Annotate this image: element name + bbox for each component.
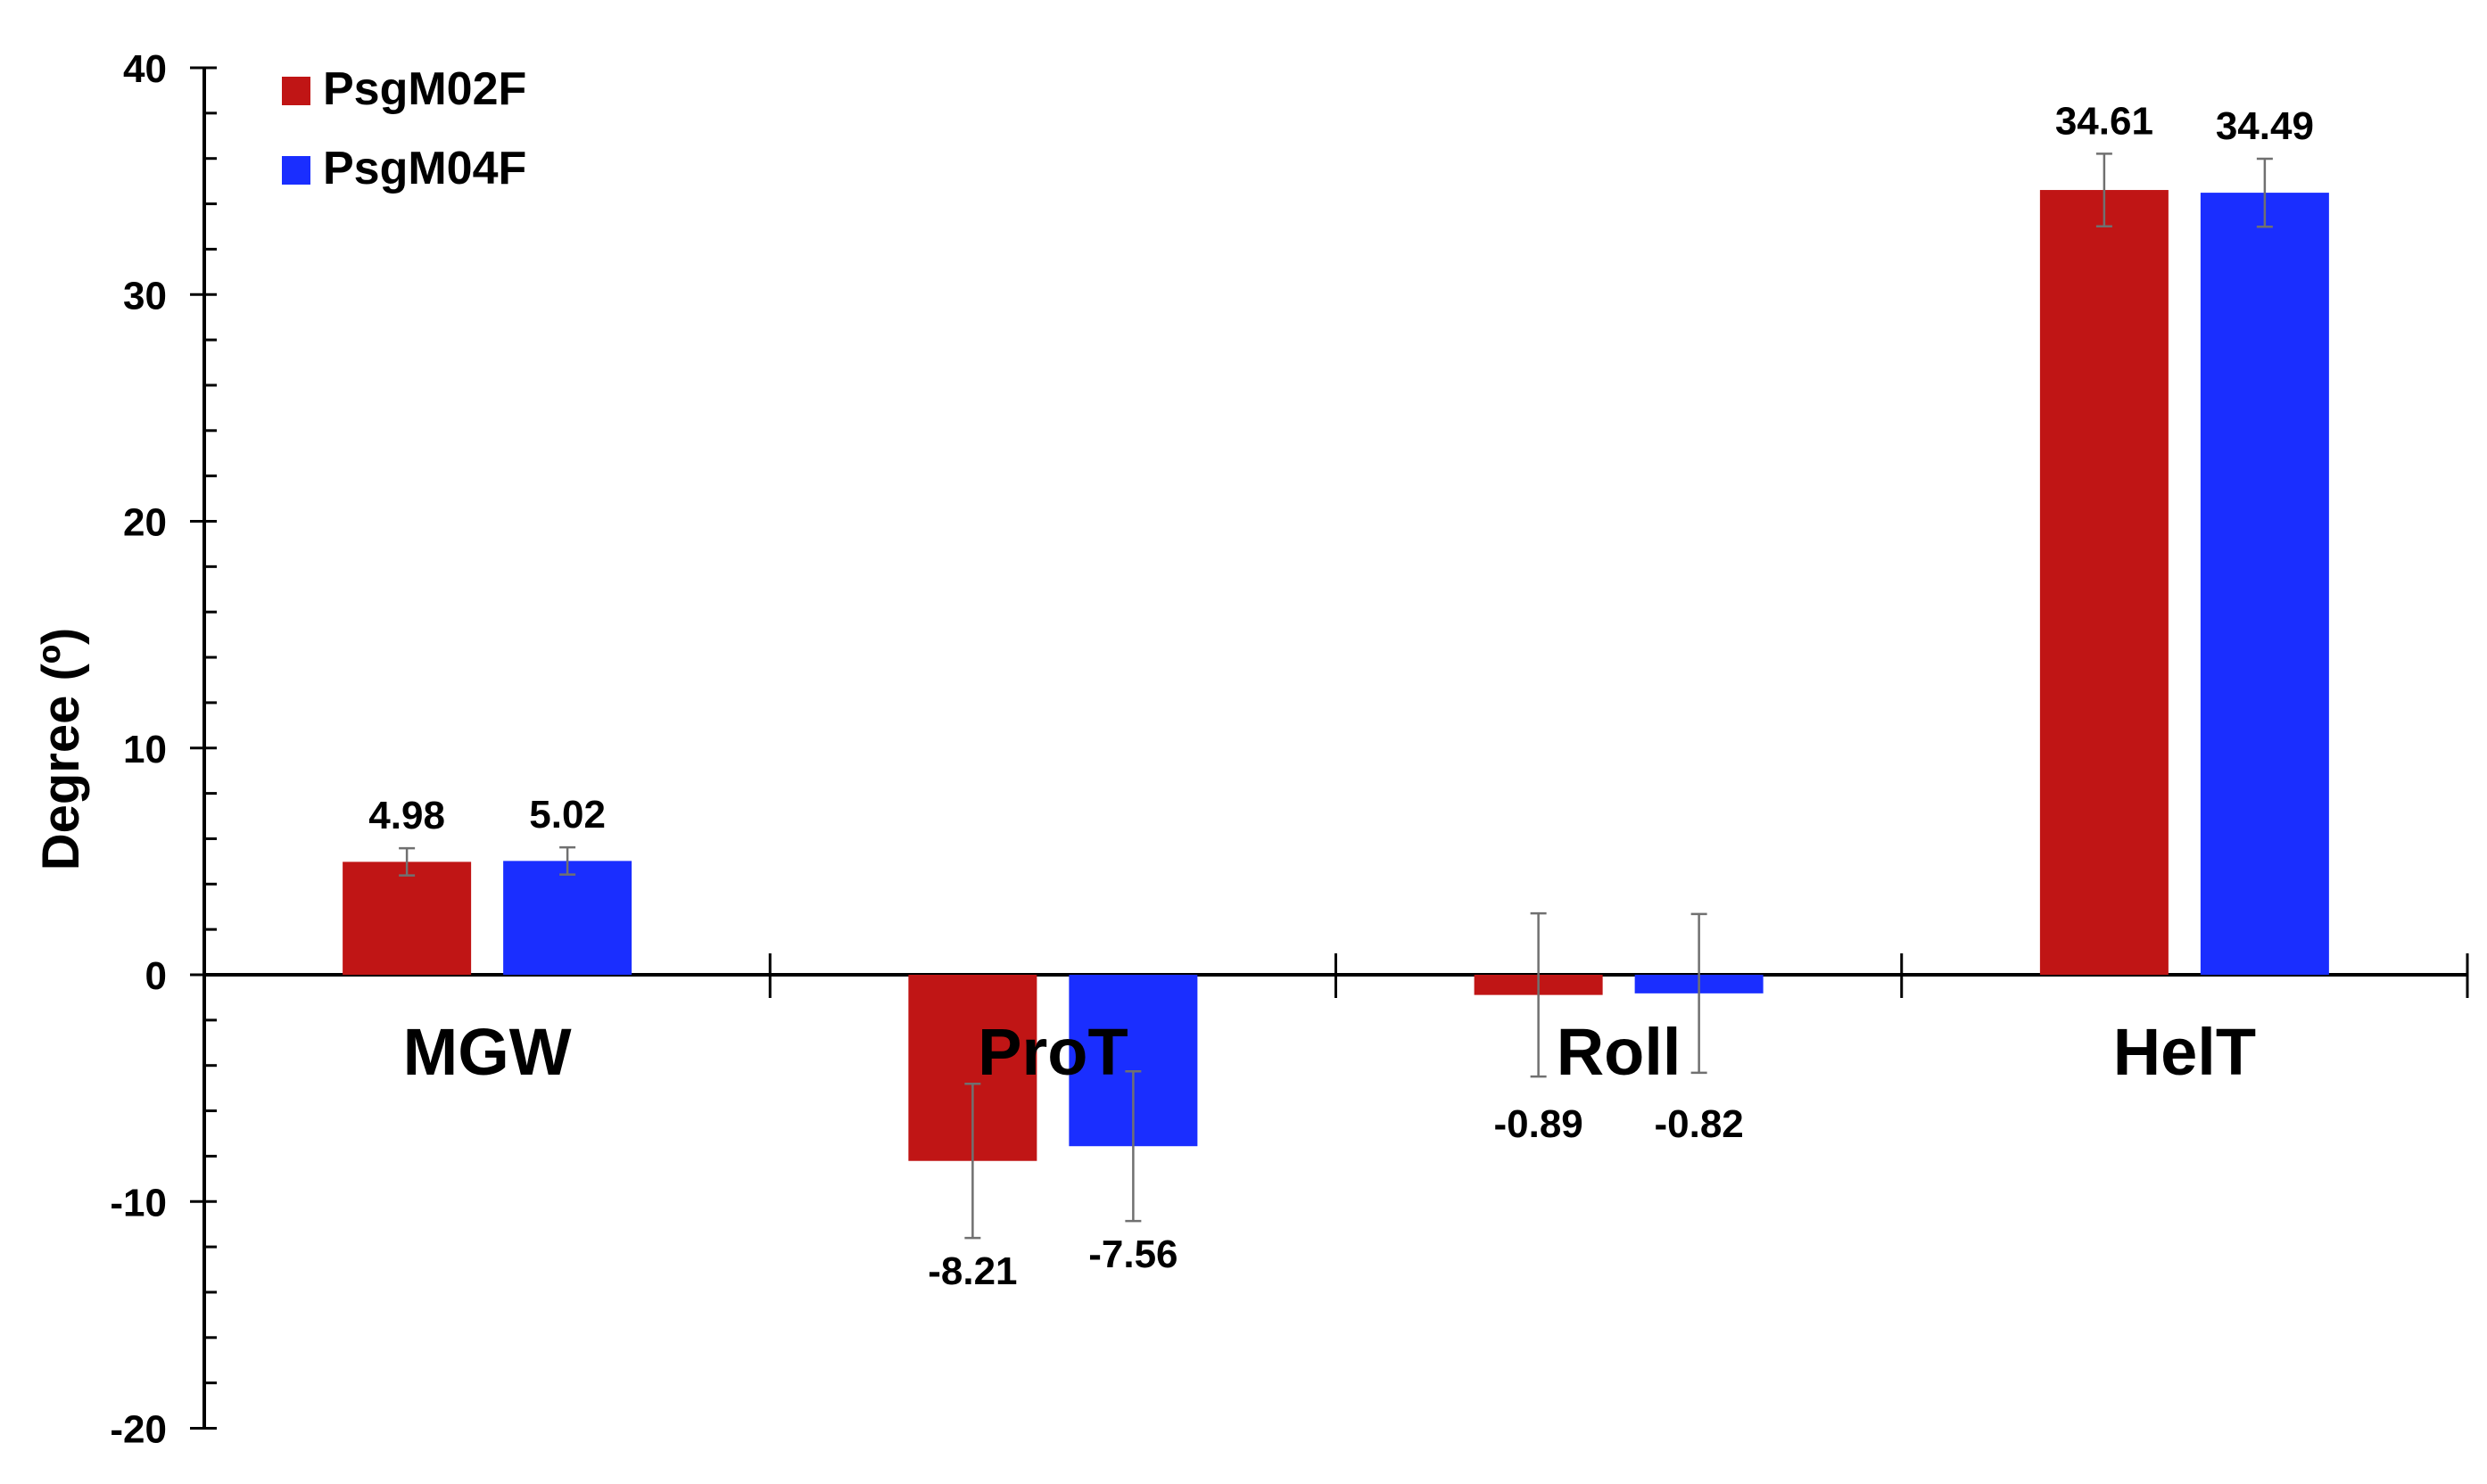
value-label: -0.82 (1654, 1102, 1743, 1146)
value-label: -7.56 (1088, 1233, 1177, 1276)
y-tick-label: 30 (123, 274, 167, 317)
bar-psgm02f-mgw (343, 862, 472, 975)
category-labels: MGW ProT Roll HelT (403, 1015, 2256, 1089)
bars (343, 153, 2329, 1240)
bar-psgm02f-helt (2039, 190, 2169, 975)
value-label: 5.02 (529, 793, 606, 837)
legend-label-psgm02f: PsgM02F (323, 63, 526, 115)
bar-psgm04f-helt (2200, 193, 2329, 976)
y-tick-label: -20 (110, 1408, 167, 1452)
category-label-helt: HelT (2113, 1015, 2256, 1089)
legend: PsgM02F PsgM04F (282, 63, 526, 194)
value-label: 34.49 (2216, 104, 2314, 148)
y-axis-title: Degree (º) (32, 628, 90, 871)
value-label: 4.98 (368, 794, 445, 837)
y-tick-label: 40 (123, 47, 167, 91)
value-label: 34.61 (2055, 99, 2153, 143)
legend-swatch-psgm04f (282, 156, 310, 185)
category-label-prot: ProT (978, 1015, 1128, 1089)
category-label-roll: Roll (1557, 1015, 1681, 1089)
legend-label-psgm04f: PsgM04F (323, 143, 526, 194)
y-tick-label: 10 (123, 728, 167, 771)
y-tick-label: 20 (123, 501, 167, 545)
value-label: -8.21 (928, 1249, 1017, 1293)
y-tick-label: -10 (110, 1181, 167, 1224)
value-label: -0.89 (1493, 1102, 1582, 1146)
data-labels: 4.98 5.02 -8.21 -7.56 -0.89 -0.82 34.61 34.49 (368, 99, 2314, 1293)
category-label-mgw: MGW (403, 1015, 572, 1089)
y-tick-label: 0 (145, 954, 167, 998)
y-axis: -20 -10 0 10 20 30 40 (110, 47, 217, 1452)
bar-psgm04f-mgw (503, 861, 632, 975)
legend-swatch-psgm02f (282, 77, 310, 105)
